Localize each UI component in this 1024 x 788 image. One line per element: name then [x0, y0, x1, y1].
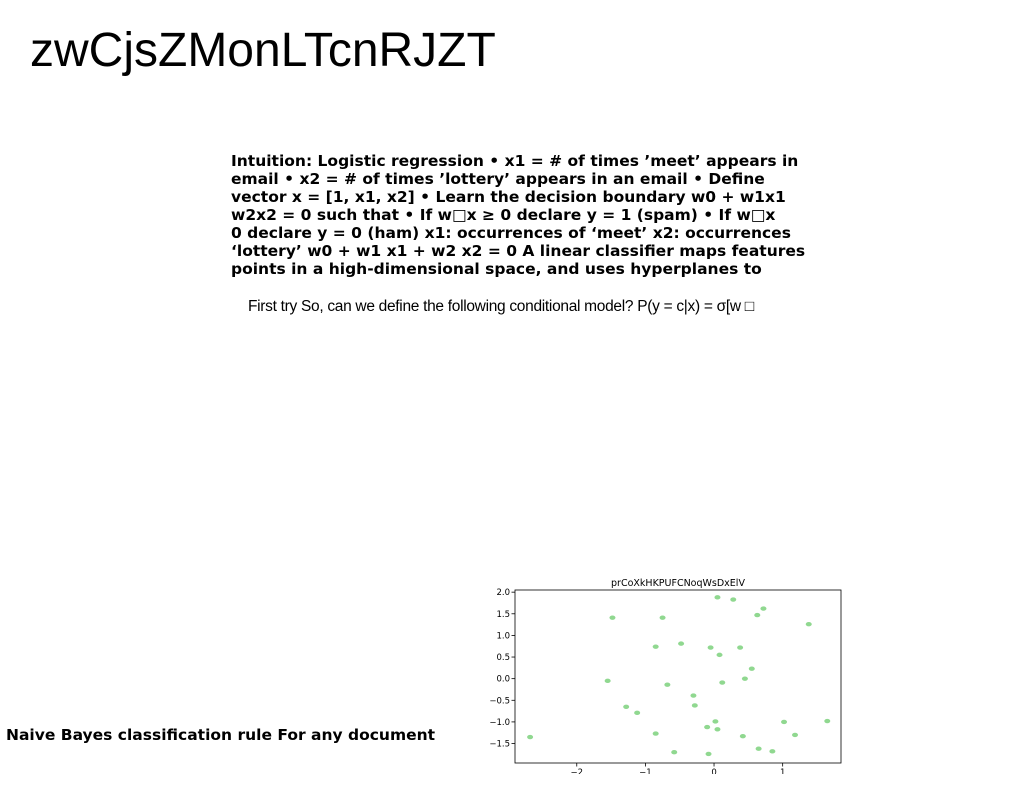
y-tick-label: −0.5: [489, 696, 510, 706]
chart-title: prCoXkHKPUFCNoqWsDxElV: [611, 578, 745, 589]
page-title: zwCjsZMonLTcnRJZT: [30, 24, 496, 77]
scatter-chart-svg: prCoXkHKPUFCNoqWsDxElV −2 −1 0 1 −1.5 −1.0 −0.…: [489, 578, 842, 774]
y-tick-label: 0.0: [496, 675, 510, 685]
plot-frame: [514, 589, 842, 764]
bold-paragraph-line: w2x2 = 0 such that • If w□x ≥ 0 declare …: [231, 206, 776, 224]
bold-paragraph-line: 0 declare y = 0 (ham) x1: occurrences of…: [231, 224, 791, 242]
conditional-model-text: First try So, can we define the followin…: [248, 298, 754, 315]
bold-paragraph-line: ‘lottery’ w0 + w1 x1 + w2 x2 = 0 A linea…: [231, 242, 806, 260]
scatter-point: [527, 734, 534, 740]
scatter-point: [623, 704, 630, 709]
scatter-point: [760, 606, 767, 611]
scatter-point: [714, 727, 721, 732]
scatter-point: [652, 731, 659, 736]
y-tick-label: −1.5: [489, 740, 510, 750]
scatter-point: [719, 680, 726, 685]
scatter-point: [664, 682, 671, 687]
scatter-point: [705, 751, 712, 757]
scatter-point: [755, 746, 762, 751]
bold-paragraph-line: vector x = [1, x1, x2] • Learn the decis…: [231, 188, 786, 206]
scatter-point: [748, 666, 755, 671]
scatter-point: [707, 645, 714, 650]
scatter-point: [739, 733, 746, 739]
scatter-point: [691, 703, 698, 708]
y-tick-label: 1.5: [496, 610, 510, 620]
scatter-point: [754, 612, 761, 618]
scatter-point: [769, 749, 776, 754]
scatter-point: [730, 597, 737, 602]
x-tick-label: −1: [639, 768, 652, 774]
scatter-point: [659, 615, 666, 620]
x-tick-label: 0: [711, 768, 716, 774]
scatter-point: [690, 693, 697, 698]
scatter-point: [609, 615, 616, 620]
bold-paragraph: Intuition: Logistic regression • x1 = # …: [231, 152, 831, 278]
scatter-point: [678, 641, 685, 646]
y-tick-label: 2.0: [496, 588, 510, 598]
scatter-point: [714, 595, 721, 600]
x-tick-label: −2: [571, 768, 584, 774]
scatter-point: [716, 652, 723, 658]
scatter-point: [704, 724, 711, 730]
y-tick-label: −1.0: [489, 718, 510, 728]
scatter-point: [712, 719, 719, 724]
scatter-point: [781, 719, 788, 725]
scatter-point: [604, 678, 611, 684]
scatter-point: [671, 749, 678, 755]
bold-paragraph-line: Intuition: Logistic regression • x1 = # …: [231, 152, 799, 170]
scatter-point: [805, 621, 812, 627]
y-tick-label: 1.0: [496, 631, 510, 641]
scatter-point: [741, 676, 748, 681]
scatter-point: [792, 732, 799, 738]
scatter-chart: prCoXkHKPUFCNoqWsDxElV −2 −1 0 1 −1.5 −1.0 −0.…: [480, 574, 850, 774]
scatter-point: [634, 710, 641, 716]
axis-ticks: −2 −1 0 1 −1.5 −1.0 −0.5 0.0 0.5 1.0 1.5 2.0: [489, 588, 785, 774]
bold-paragraph-line: email • x2 = # of times ’lottery’ appear…: [231, 170, 765, 188]
y-tick-label: 0.5: [496, 653, 510, 663]
scatter-point: [824, 718, 831, 724]
bold-paragraph-line: points in a high-dimensional space, and …: [231, 260, 762, 278]
scatter-point: [652, 644, 659, 649]
scatter-point: [737, 645, 744, 650]
scatter-points: [527, 595, 831, 757]
x-tick-label: 1: [780, 768, 785, 774]
naive-bayes-text: Naive Bayes classification rule For any …: [6, 726, 436, 744]
